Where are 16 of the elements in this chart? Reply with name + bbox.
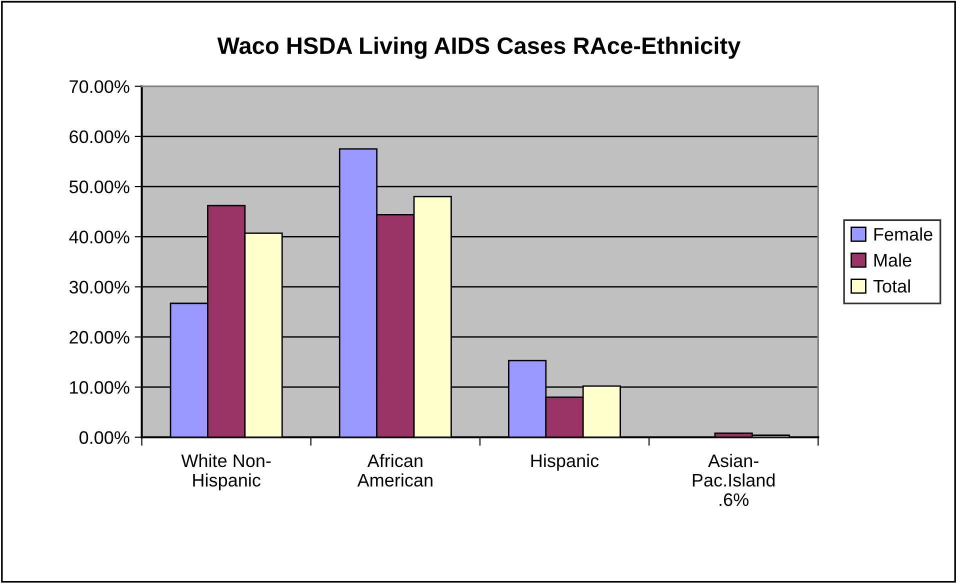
y-tick-label: 10.00%: [70, 381, 130, 394]
y-tick-label: 50.00%: [69, 180, 130, 194]
y-tick-label: 30.00%: [69, 280, 130, 294]
x-tick-label: African American: [357, 454, 432, 487]
y-tick-label: 20.00%: [70, 330, 130, 344]
x-tick-label: Hispanic: [531, 454, 599, 471]
y-tick-label: 40.00%: [69, 230, 130, 244]
x-tick-label: Asian- Pac.Island .6%: [692, 454, 775, 506]
y-tick-label: 0.00%: [79, 431, 130, 444]
legend-label: Male: [874, 253, 912, 267]
legend-label: Total: [873, 279, 910, 293]
x-tick-label: White Non- Hispanic: [181, 454, 271, 490]
legend-label: Female: [874, 227, 932, 241]
chart-title: Waco HSDA Living AIDS Cases RAce-Ethnicity: [217, 36, 741, 59]
y-tick-label: 70.00%: [70, 80, 130, 94]
y-tick-label: 60.00%: [70, 130, 130, 144]
